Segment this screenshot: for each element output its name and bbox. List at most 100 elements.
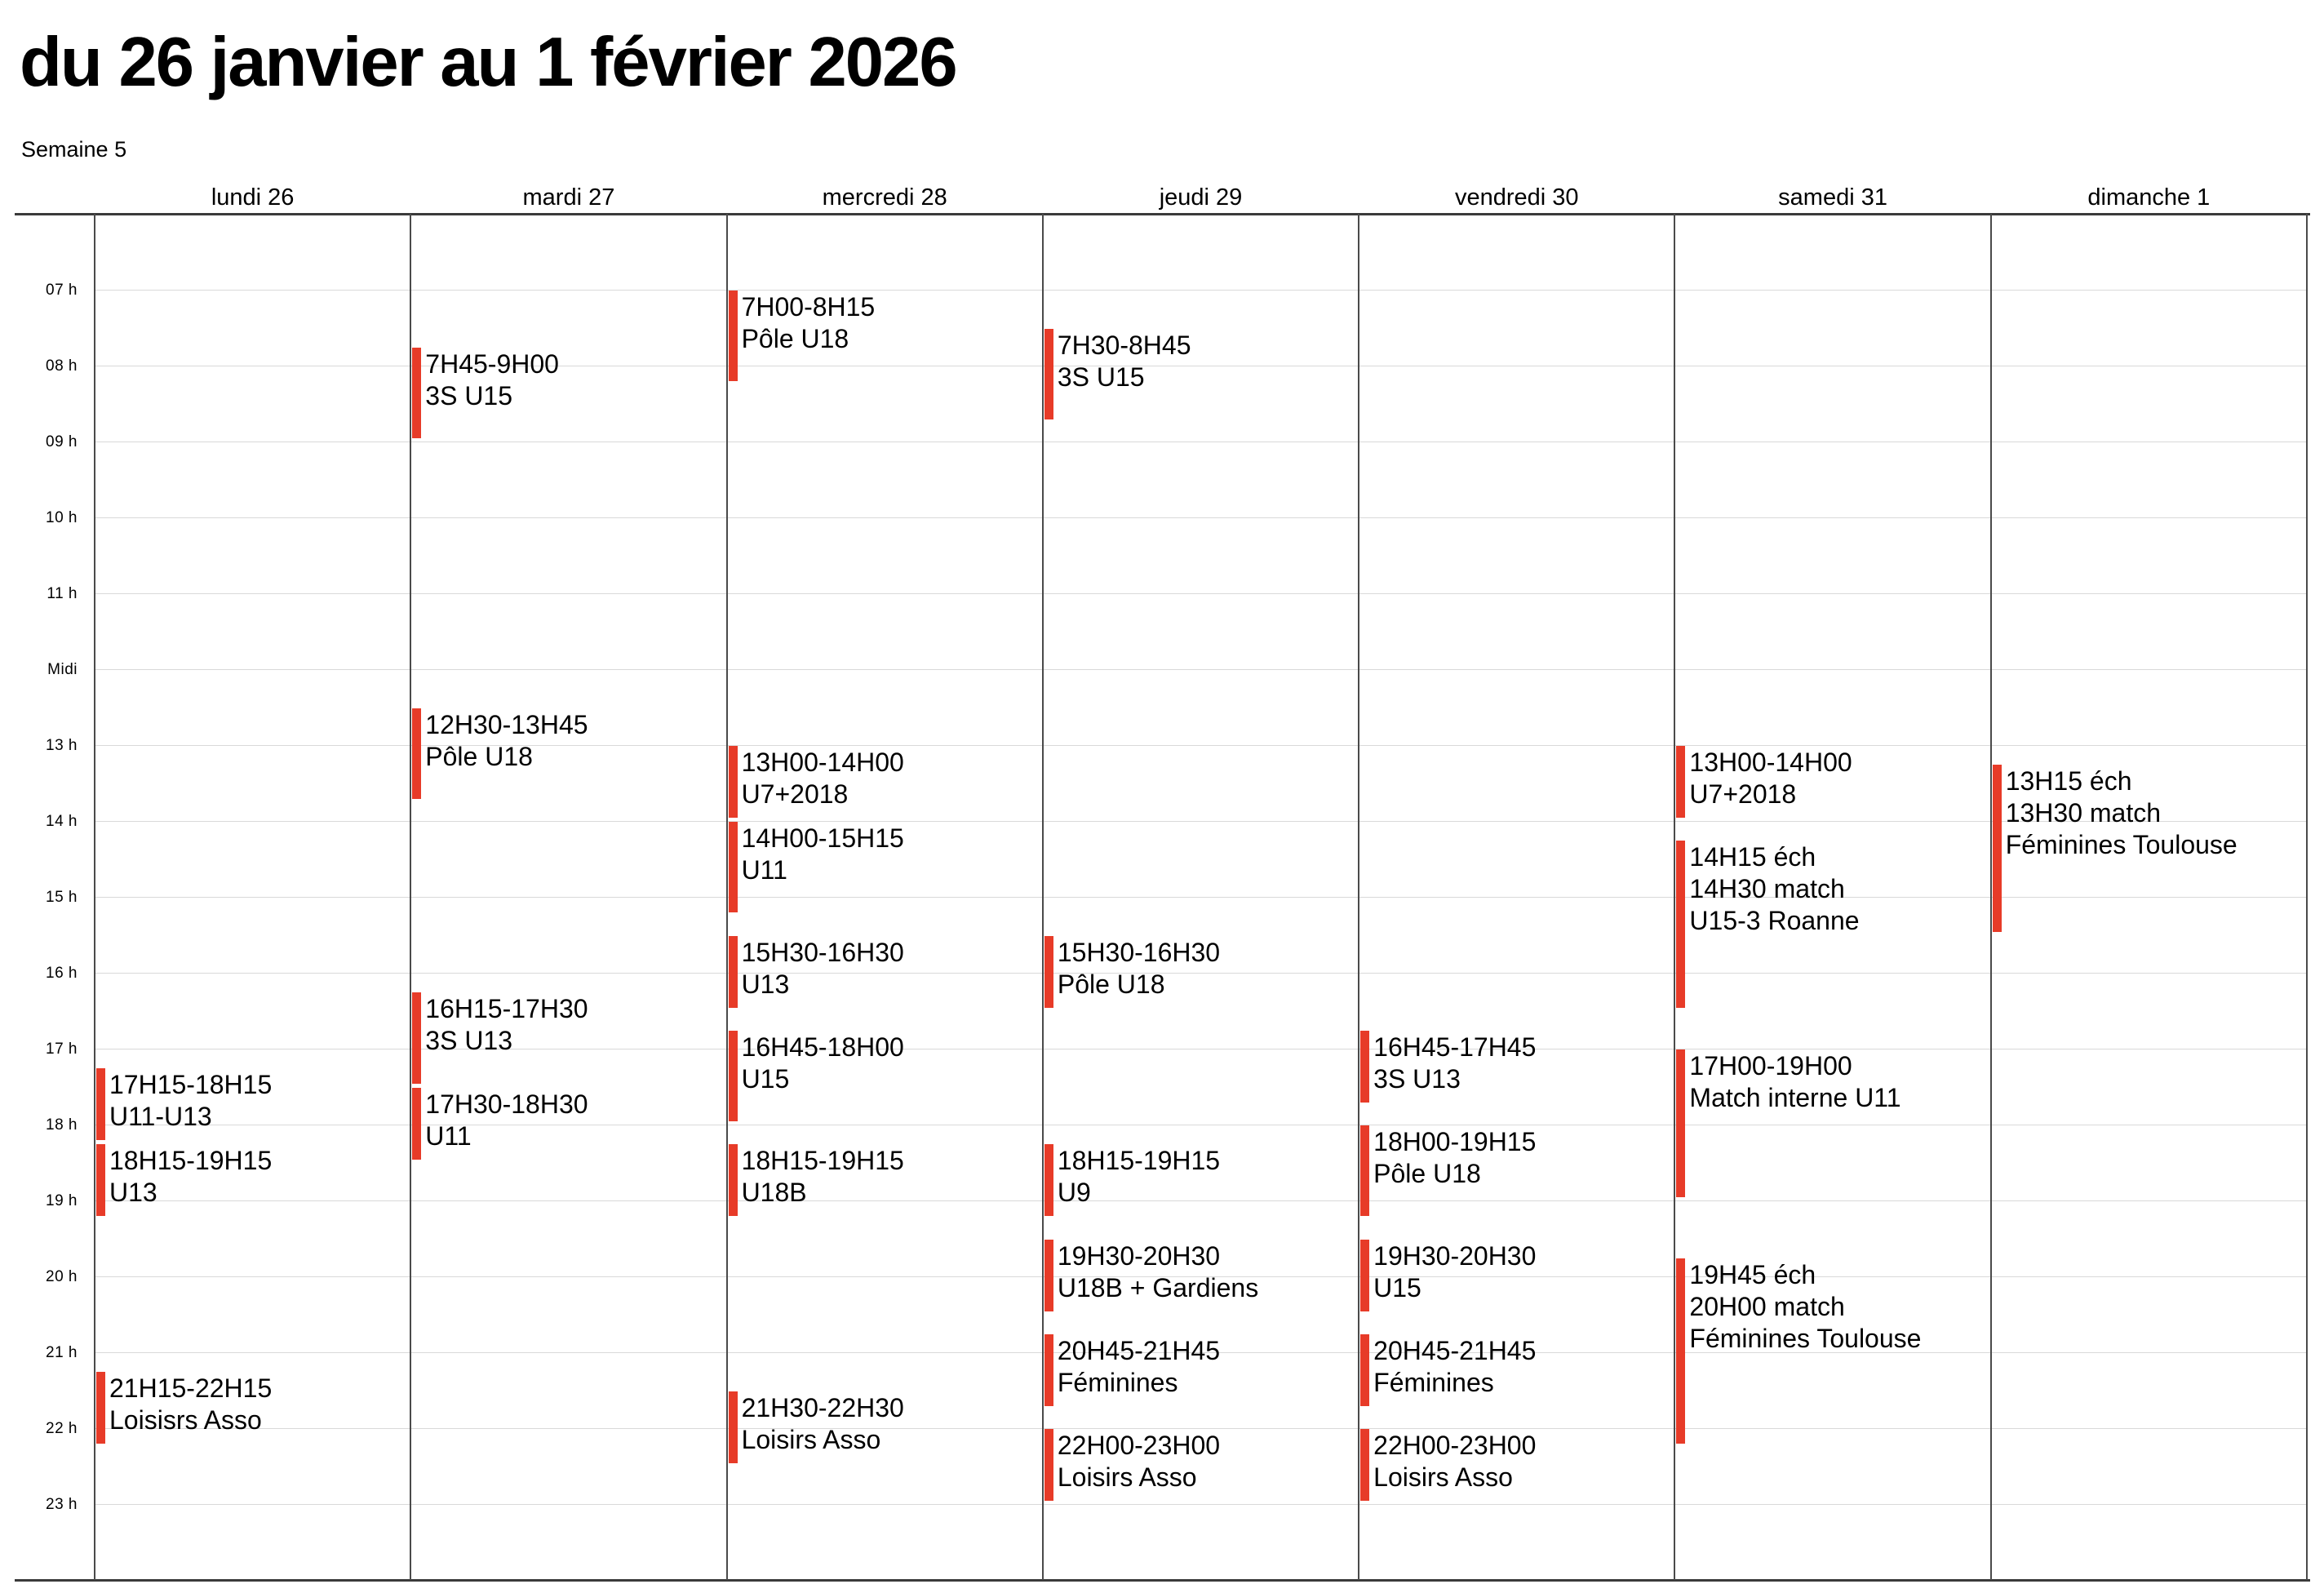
calendar-event[interactable]: 15H30-16H30 U13 [727, 935, 1043, 1011]
time-label: 18 h [46, 1116, 78, 1134]
event-line: Féminines Toulouse [1689, 1323, 1922, 1353]
day-column: 7H00-8H15 Pôle U18 13H00-14H00 U7+2018 14H00… [727, 214, 1043, 1580]
hour-gridline [95, 1276, 2307, 1277]
event-line: 18H15-19H15 [109, 1146, 273, 1176]
event-line: 15H30-16H30 [741, 937, 904, 967]
calendar-event[interactable]: 16H45-18H00 U15 [727, 1030, 1043, 1125]
event-text: 15H30-16H30 U13 [742, 937, 904, 1001]
time-label: 09 h [46, 433, 78, 450]
event-text: 19H30-20H30 U15 [1373, 1240, 1536, 1304]
event-duration-bar [1360, 1125, 1370, 1217]
calendar-event[interactable]: 13H15 éch 13H30 match Féminines Toulouse [1991, 764, 2307, 934]
calendar-event[interactable]: 13H00-14H00 U7+2018 [1674, 745, 1990, 821]
event-line: U9 [1057, 1178, 1091, 1208]
calendar-event[interactable]: 15H30-16H30 Pôle U18 [1043, 935, 1359, 1011]
time-label: 21 h [46, 1344, 78, 1361]
time-label: 10 h [46, 509, 78, 526]
column-border [725, 214, 728, 1580]
event-text: 7H45-9H00 3S U15 [425, 348, 559, 412]
day-header: lundi 26 [211, 184, 295, 211]
calendar-event[interactable]: 18H15-19H15 U18B [727, 1143, 1043, 1219]
event-duration-bar [728, 1144, 738, 1217]
calendar-event[interactable]: 7H30-8H45 3S U15 [1043, 328, 1359, 423]
event-line: 18H15-19H15 [741, 1146, 904, 1176]
calendar-event[interactable]: 19H30-20H30 U15 [1359, 1239, 1674, 1315]
calendar-event[interactable]: 17H00-19H00 Match interne U11 [1674, 1049, 1990, 1200]
hour-gridline [95, 593, 2307, 594]
event-duration-bar [96, 1144, 105, 1217]
calendar-event[interactable]: 7H45-9H00 3S U15 [410, 347, 726, 442]
calendar-event[interactable]: 20H45-21H45 Féminines [1043, 1333, 1359, 1409]
time-label: 08 h [46, 357, 78, 375]
grid-bottom-border [15, 1579, 2310, 1582]
event-text: 17H30-18H30 U11 [425, 1089, 588, 1152]
calendar-event[interactable]: 22H00-23H00 Loisirs Asso [1043, 1428, 1359, 1504]
event-duration-bar [1676, 1258, 1686, 1444]
event-text: 22H00-23H00 Loisirs Asso [1058, 1430, 1220, 1493]
calendar-event[interactable]: 7H00-8H15 Pôle U18 [727, 290, 1043, 384]
column-border [1041, 214, 1044, 1580]
calendar-event[interactable]: 13H00-14H00 U7+2018 [727, 745, 1043, 821]
event-line: Féminines [1373, 1367, 1494, 1397]
time-label: Midi [47, 661, 78, 678]
calendar-event[interactable]: 17H15-18H15 U11-U13 [95, 1067, 410, 1143]
hour-gridline [95, 1428, 2307, 1429]
day-header: mercredi 28 [822, 184, 947, 211]
event-text: 17H15-18H15 U11-U13 [109, 1069, 272, 1133]
calendar-event[interactable]: 14H00-15H15 U11 [727, 821, 1043, 916]
time-label: 15 h [46, 889, 78, 906]
day-header: dimanche 1 [2087, 184, 2211, 211]
event-line: U18B + Gardiens [1057, 1272, 1259, 1302]
calendar-event[interactable]: 16H45-17H45 3S U13 [1359, 1030, 1674, 1106]
day-column: 7H30-8H45 3S U15 15H30-16H30 Pôle U18 18H15-… [1043, 214, 1359, 1580]
calendar-event[interactable]: 20H45-21H45 Féminines [1359, 1333, 1674, 1409]
event-line: U15 [1373, 1272, 1421, 1302]
calendar-event[interactable]: 18H00-19H15 Pôle U18 [1359, 1125, 1674, 1219]
event-line: U11 [741, 855, 787, 885]
column-border [94, 214, 95, 1580]
calendar-event[interactable]: 19H30-20H30 U18B + Gardiens [1043, 1239, 1359, 1315]
event-line: 7H45-9H00 [425, 348, 559, 379]
event-line: 22H00-23H00 [1373, 1431, 1537, 1460]
calendar-event[interactable]: 19H45 éch 20H00 match Féminines Toulouse [1674, 1258, 1990, 1448]
event-line: 20H45-21H45 [1373, 1335, 1537, 1365]
calendar-event[interactable]: 14H15 éch 14H30 match U15-3 Roanne [1674, 840, 1990, 1010]
event-duration-bar [96, 1372, 105, 1444]
event-line: 16H45-18H00 [741, 1032, 904, 1062]
hour-gridline [95, 1352, 2307, 1353]
column-border [410, 214, 412, 1580]
event-line: 22H00-23H00 [1057, 1431, 1221, 1460]
calendar-event[interactable]: 21H30-22H30 Loisirs Asso [727, 1391, 1043, 1467]
event-duration-bar [1676, 1049, 1686, 1197]
event-line: U7+2018 [1689, 779, 1797, 809]
event-duration-bar [1044, 1239, 1053, 1311]
event-duration-bar [1360, 1429, 1370, 1501]
day-header: samedi 31 [1778, 184, 1887, 211]
calendar-event[interactable]: 18H15-19H15 U13 [95, 1143, 410, 1219]
event-line: 3S U15 [425, 380, 513, 410]
event-line: U11 [425, 1120, 472, 1151]
column-border [2306, 214, 2308, 1580]
hour-gridline [95, 290, 2307, 291]
calendar-event[interactable]: 21H15-22H15 Loisisrs Asso [95, 1371, 410, 1447]
event-line: U7+2018 [741, 779, 849, 809]
calendar-event[interactable]: 22H00-23H00 Loisirs Asso [1359, 1428, 1674, 1504]
event-line: 12H30-13H45 [425, 709, 588, 739]
calendar-event[interactable]: 16H15-17H30 3S U13 [410, 992, 726, 1086]
hour-gridline [95, 1200, 2307, 1201]
hour-gridline [95, 821, 2307, 822]
calendar-event[interactable]: 18H15-19H15 U9 [1043, 1143, 1359, 1219]
event-duration-bar [1360, 1239, 1370, 1311]
event-line: 17H15-18H15 [109, 1070, 273, 1100]
event-line: U15 [741, 1063, 790, 1094]
event-text: 18H15-19H15 U18B [742, 1145, 904, 1209]
day-column: 17H15-18H15 U11-U13 18H15-19H15 U13 21H15-22… [95, 214, 410, 1580]
event-duration-bar [1676, 746, 1686, 818]
event-line: Loisirs Asso [1057, 1462, 1197, 1492]
event-line: 14H00-15H15 [741, 823, 904, 853]
calendar-event[interactable]: 12H30-13H45 Pôle U18 [410, 708, 726, 802]
event-text: 13H15 éch 13H30 match Féminines Toulouse [2006, 765, 2238, 861]
event-text: 17H00-19H00 Match interne U11 [1689, 1050, 1900, 1114]
calendar-event[interactable]: 17H30-18H30 U11 [410, 1087, 726, 1163]
